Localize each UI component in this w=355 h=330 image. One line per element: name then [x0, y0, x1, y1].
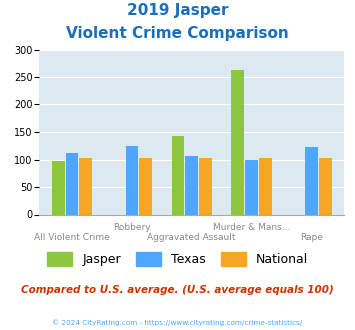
Bar	[52, 161, 65, 214]
Text: All Violent Crime: All Violent Crime	[34, 233, 110, 242]
Text: © 2024 CityRating.com - https://www.cityrating.com/crime-statistics/: © 2024 CityRating.com - https://www.city…	[53, 319, 302, 326]
Bar	[199, 158, 212, 215]
Bar	[185, 156, 198, 214]
Text: Robbery: Robbery	[113, 223, 151, 232]
Bar	[66, 153, 78, 215]
Text: Aggravated Assault: Aggravated Assault	[147, 233, 236, 242]
Text: 2019 Jasper: 2019 Jasper	[127, 3, 228, 18]
Bar	[231, 70, 244, 214]
Bar	[245, 159, 258, 214]
Text: Rape: Rape	[300, 233, 323, 242]
Bar	[171, 136, 184, 214]
Bar	[139, 158, 152, 215]
Text: Violent Crime Comparison: Violent Crime Comparison	[66, 26, 289, 41]
Text: Murder & Mans...: Murder & Mans...	[213, 223, 290, 232]
Bar	[259, 158, 272, 215]
Legend: Jasper, Texas, National: Jasper, Texas, National	[42, 247, 313, 271]
Bar	[305, 148, 318, 214]
Bar	[319, 158, 332, 215]
Bar	[126, 146, 138, 214]
Bar	[80, 158, 92, 215]
Text: Compared to U.S. average. (U.S. average equals 100): Compared to U.S. average. (U.S. average …	[21, 285, 334, 295]
